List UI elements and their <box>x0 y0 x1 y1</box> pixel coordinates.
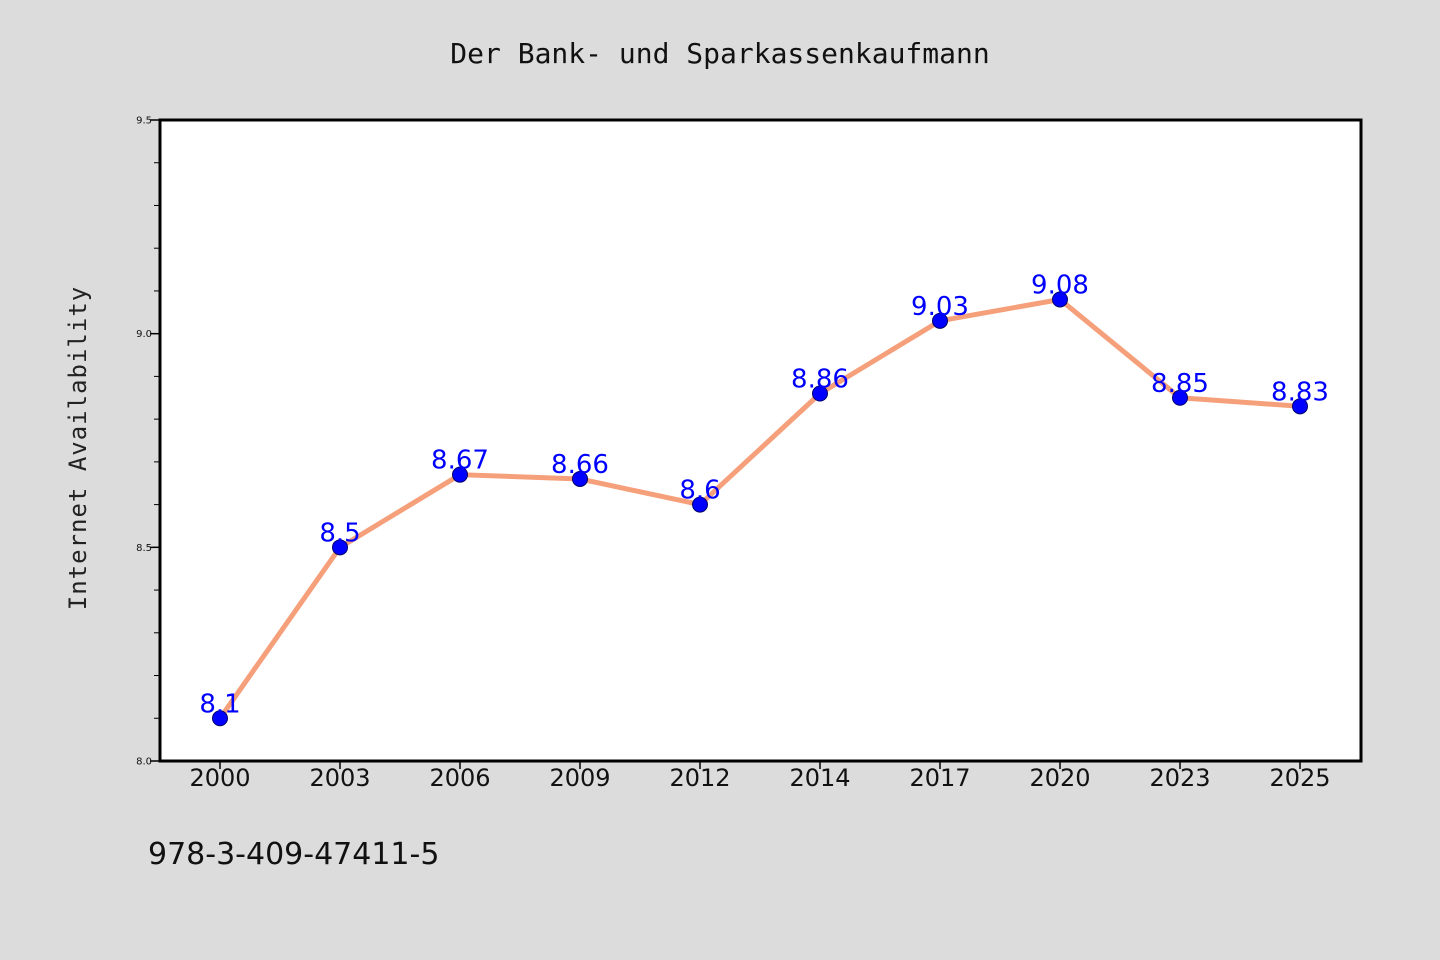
data-label: 8.67 <box>431 446 489 476</box>
chart-title: Der Bank- und Sparkassenkaufmann <box>450 37 989 70</box>
data-label: 8.83 <box>1271 377 1329 407</box>
data-label: 8.6 <box>679 476 720 506</box>
data-label: 8.85 <box>1151 369 1209 399</box>
data-point <box>812 385 828 402</box>
x-tick-label: 2020 <box>1029 764 1090 792</box>
data-point <box>1172 389 1188 406</box>
plot-area <box>158 118 1363 763</box>
data-labels: 8.1 8.5 8.67 8.66 8.6 8.86 9.03 9.08 8.85 8.83 <box>199 270 1329 719</box>
footer-isbn: 978-3-409-47411-5 <box>148 837 439 872</box>
x-tick-label: 2017 <box>909 764 970 792</box>
data-point <box>452 466 468 483</box>
data-point <box>212 710 228 727</box>
y-tick-label: 8.0 <box>136 757 152 768</box>
x-tick-label: 2023 <box>1149 764 1210 792</box>
x-tick-label: 2009 <box>549 764 610 792</box>
data-point <box>692 496 708 513</box>
x-tick-label: 2014 <box>789 764 850 792</box>
data-points <box>212 291 1308 727</box>
data-label: 9.03 <box>911 292 969 322</box>
data-point <box>1052 291 1068 308</box>
data-label: 8.5 <box>319 518 360 548</box>
y-tick-label: 9.5 <box>136 116 152 127</box>
y-tick-label: 9.0 <box>136 329 152 340</box>
y-ticks: 8.0 8.5 9.0 9.5 <box>136 116 160 768</box>
data-point <box>572 470 588 487</box>
x-tick-label: 2003 <box>309 764 370 792</box>
data-point <box>332 539 348 556</box>
x-tick-label: 2000 <box>189 764 250 792</box>
x-tick-label: 2012 <box>669 764 730 792</box>
y-tick-label: 8.5 <box>136 543 152 554</box>
x-tick-label: 2025 <box>1269 764 1330 792</box>
x-tick-label: 2006 <box>429 764 490 792</box>
y-axis-label: Internet Availability <box>64 286 92 610</box>
x-ticks: 2000 2003 2006 2009 2012 2014 2017 2020 2023 2025 <box>189 761 1331 792</box>
data-label: 9.08 <box>1031 270 1089 300</box>
data-label: 8.66 <box>551 450 609 480</box>
data-point <box>932 312 948 329</box>
data-label: 8.86 <box>791 364 849 394</box>
data-point <box>1292 398 1308 415</box>
series-line <box>217 296 1303 721</box>
data-label: 8.1 <box>199 689 240 719</box>
